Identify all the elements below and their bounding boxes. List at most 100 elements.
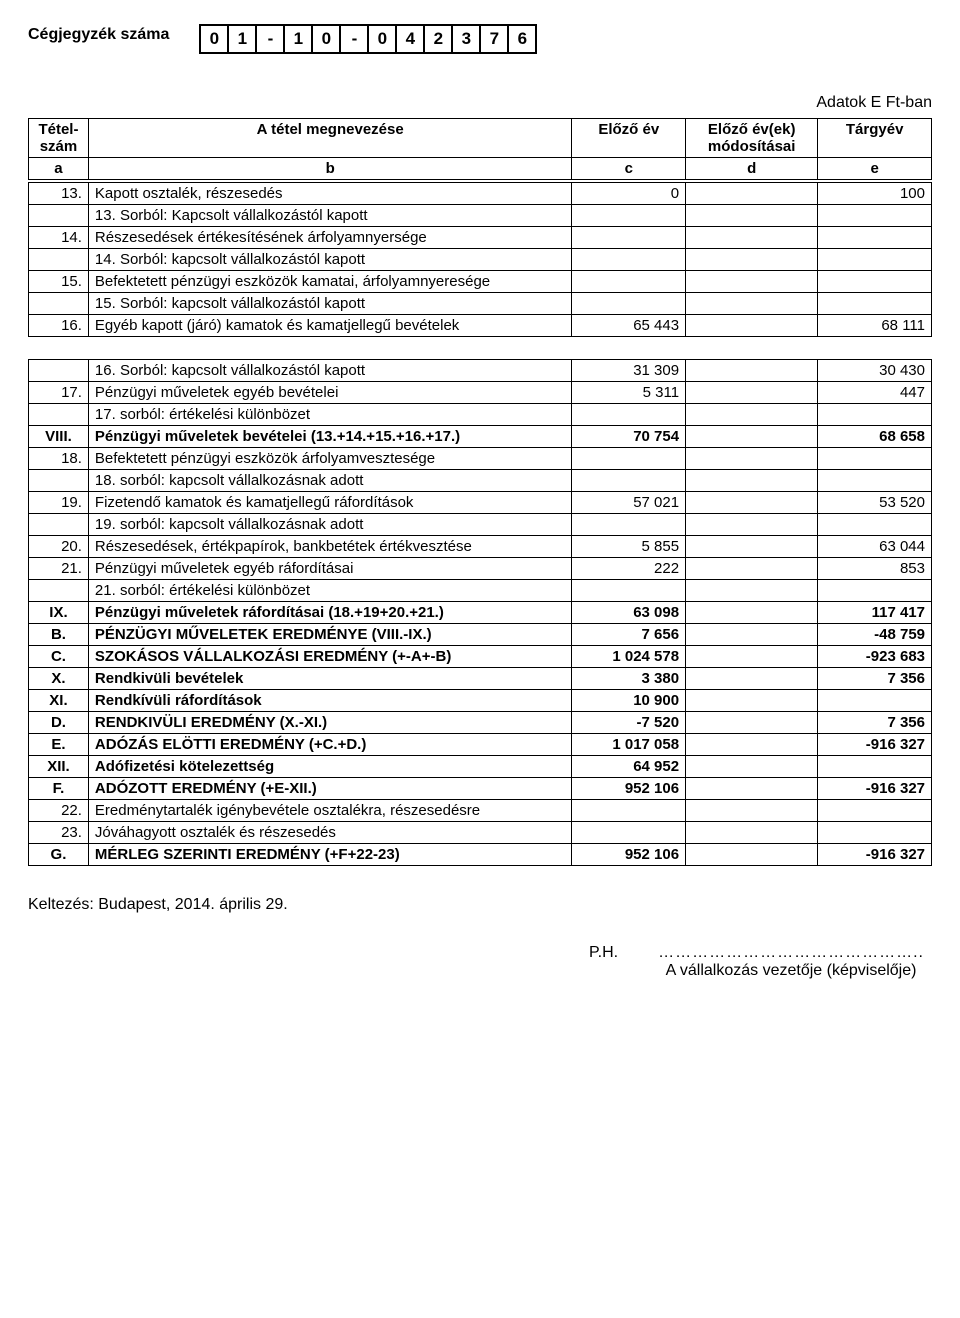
row-val-e: -48 759: [818, 624, 932, 646]
hdr-c: Előző év: [572, 119, 686, 158]
row-val-e: [818, 205, 932, 227]
table-row: X.Rendkivüli bevételek3 3807 356: [29, 668, 932, 690]
row-name: 16. Sorból: kapcsolt vállalkozástól kapo…: [88, 360, 572, 382]
row-val-e: [818, 271, 932, 293]
row-id: 21.: [29, 558, 89, 580]
row-name: Befektetett pénzügyi eszközök árfolyamve…: [88, 448, 572, 470]
row-name: Pénzügyi műveletek egyéb bevételei: [88, 382, 572, 404]
registry-digit: 3: [451, 24, 479, 54]
table-row: 13.Kapott osztalék, részesedés0100: [29, 183, 932, 205]
row-val-c: 0: [572, 183, 686, 205]
hdr-letter: a: [29, 158, 89, 180]
registry-digit: -: [255, 24, 283, 54]
row-val-c: -7 520: [572, 712, 686, 734]
table-row: C.SZOKÁSOS VÁLLALKOZÁSI EREDMÉNY (+-A+-B…: [29, 646, 932, 668]
row-val-d: [686, 800, 818, 822]
row-val-c: [572, 822, 686, 844]
row-val-d: [686, 492, 818, 514]
table-row: D.RENDKIVÜLI EREDMÉNY (X.-XI.)-7 5207 35…: [29, 712, 932, 734]
registry-number-boxes: 01-10-042376: [199, 24, 537, 54]
table-row: XII.Adófizetési kötelezettség64 952: [29, 756, 932, 778]
row-val-d: [686, 227, 818, 249]
table-row: 17. sorból: értékelési különbözet: [29, 404, 932, 426]
row-val-d: [686, 382, 818, 404]
row-id: 17.: [29, 382, 89, 404]
row-val-c: [572, 800, 686, 822]
row-val-c: [572, 249, 686, 271]
table-row: 14. Sorból: kapcsolt vállalkozástól kapo…: [29, 249, 932, 271]
table-row: 19.Fizetendő kamatok és kamatjellegű ráf…: [29, 492, 932, 514]
row-val-e: [818, 822, 932, 844]
table-row: E.ADÓZÁS ELÖTTI EREDMÉNY (+C.+D.)1 017 0…: [29, 734, 932, 756]
row-name: Pénzügyi műveletek bevételei (13.+14.+15…: [88, 426, 572, 448]
row-val-e: 447: [818, 382, 932, 404]
row-val-c: 63 098: [572, 602, 686, 624]
row-name: Adófizetési kötelezettség: [88, 756, 572, 778]
row-val-e: [818, 227, 932, 249]
row-val-c: [572, 205, 686, 227]
row-val-e: [818, 293, 932, 315]
hdr-letter: d: [686, 158, 818, 180]
row-name: PÉNZÜGYI MŰVELETEK EREDMÉNYE (VIII.-IX.): [88, 624, 572, 646]
ph-label: P.H.: [589, 944, 618, 980]
registry-digit: 0: [199, 24, 227, 54]
registry-digit: 4: [395, 24, 423, 54]
row-id: F.: [29, 778, 89, 800]
row-id: XI.: [29, 690, 89, 712]
row-id: 22.: [29, 800, 89, 822]
signature-dots: ………………………………………..: [658, 944, 924, 961]
row-name: RENDKIVÜLI EREDMÉNY (X.-XI.): [88, 712, 572, 734]
row-val-c: [572, 448, 686, 470]
row-val-c: [572, 580, 686, 602]
row-id: 20.: [29, 536, 89, 558]
table-row: 20.Részesedések, értékpapírok, bankbetét…: [29, 536, 932, 558]
row-id: 15.: [29, 271, 89, 293]
table-row: VIII.Pénzügyi műveletek bevételei (13.+1…: [29, 426, 932, 448]
row-name: ADÓZÁS ELÖTTI EREDMÉNY (+C.+D.): [88, 734, 572, 756]
registry-digit: 6: [507, 24, 537, 54]
row-id: 13.: [29, 183, 89, 205]
row-val-e: [818, 580, 932, 602]
row-val-d: [686, 778, 818, 800]
row-val-d: [686, 470, 818, 492]
row-val-e: [818, 404, 932, 426]
row-val-c: 222: [572, 558, 686, 580]
row-val-d: [686, 448, 818, 470]
row-id: [29, 404, 89, 426]
row-id: 23.: [29, 822, 89, 844]
row-id: [29, 293, 89, 315]
table-row: B.PÉNZÜGYI MŰVELETEK EREDMÉNYE (VIII.-IX…: [29, 624, 932, 646]
hdr-letter: c: [572, 158, 686, 180]
registry-digit: 7: [479, 24, 507, 54]
table-row: 15. Sorból: kapcsolt vállalkozástól kapo…: [29, 293, 932, 315]
table-row: XI.Rendkívüli ráfordítások10 900: [29, 690, 932, 712]
row-val-e: -916 327: [818, 778, 932, 800]
row-id: E.: [29, 734, 89, 756]
dated-line: Keltezés: Budapest, 2014. április 29.: [28, 896, 932, 914]
row-id: VIII.: [29, 426, 89, 448]
row-val-c: 952 106: [572, 778, 686, 800]
row-val-c: [572, 404, 686, 426]
registry-digit: 2: [423, 24, 451, 54]
row-name: 15. Sorból: kapcsolt vállalkozástól kapo…: [88, 293, 572, 315]
row-val-c: 57 021: [572, 492, 686, 514]
row-val-d: [686, 756, 818, 778]
row-val-e: -916 327: [818, 734, 932, 756]
row-name: Eredménytartalék igénybevétele osztalékr…: [88, 800, 572, 822]
row-val-c: 1 017 058: [572, 734, 686, 756]
row-val-e: [818, 800, 932, 822]
row-id: 16.: [29, 315, 89, 337]
units-label: Adatok E Ft-ban: [28, 94, 932, 112]
row-val-d: [686, 249, 818, 271]
row-val-c: 7 656: [572, 624, 686, 646]
hdr-d: Előző év(ek) módosításai: [686, 119, 818, 158]
row-id: [29, 249, 89, 271]
row-id: X.: [29, 668, 89, 690]
row-val-c: 3 380: [572, 668, 686, 690]
row-val-c: [572, 470, 686, 492]
row-val-d: [686, 558, 818, 580]
table-row: 18. sorból: kapcsolt vállalkozásnak adot…: [29, 470, 932, 492]
row-name: Pénzügyi műveletek ráfordításai (18.+19+…: [88, 602, 572, 624]
row-val-d: [686, 205, 818, 227]
table-row: 16.Egyéb kapott (járó) kamatok és kamatj…: [29, 315, 932, 337]
